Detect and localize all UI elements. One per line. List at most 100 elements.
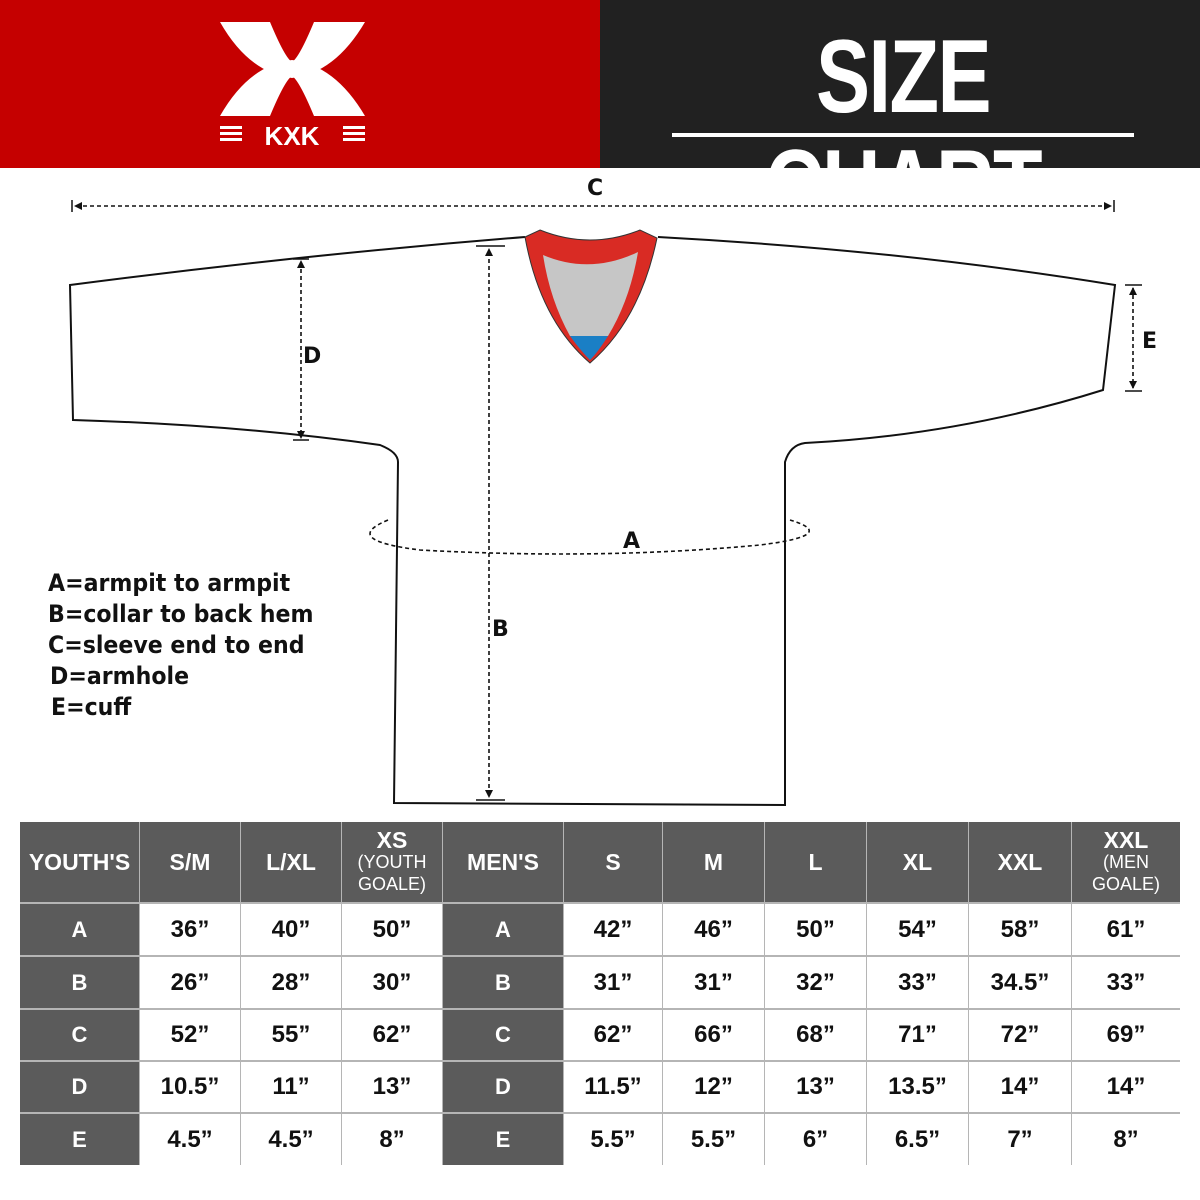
legend-item: D=armhole	[50, 662, 190, 690]
legend-item: A=armpit to armpit	[48, 569, 291, 597]
value-cell: 13”	[765, 1062, 866, 1112]
cell-text: 50”	[796, 915, 835, 943]
cell-text: 61”	[1106, 915, 1146, 943]
value-cell: 52”	[140, 1010, 240, 1060]
value-cell: 31”	[663, 957, 764, 1008]
row-label: E	[443, 1114, 563, 1165]
collar-inner	[543, 252, 638, 336]
cell-text: 52”	[170, 1021, 210, 1048]
kxk-logo: KXK	[220, 22, 365, 150]
size-name: M	[703, 848, 724, 875]
cell-text: 30”	[372, 968, 412, 996]
value-cell: 61”	[1072, 904, 1180, 955]
value-cell: 12”	[663, 1062, 764, 1112]
cell-text: 58”	[1000, 915, 1040, 943]
cell-text: 71”	[898, 1021, 937, 1048]
value-cell: 40”	[241, 904, 341, 955]
cell-text: B	[71, 969, 88, 995]
row-label: B	[20, 957, 139, 1008]
cell-text: 11.5”	[584, 1073, 642, 1100]
value-cell: 33”	[867, 957, 968, 1008]
cell-text: 68”	[796, 1021, 835, 1048]
row-label: C	[20, 1010, 139, 1060]
value-cell: 68”	[765, 1010, 866, 1060]
cell-text: 11”	[272, 1073, 310, 1100]
cell-text: 6.5”	[894, 1125, 941, 1153]
value-cell: 66”	[663, 1010, 764, 1060]
size-header: XXL	[969, 822, 1071, 902]
value-cell: 55”	[241, 1010, 341, 1060]
size-header: XS (YOUTH GOALE)	[342, 822, 442, 902]
value-cell: 5.5”	[564, 1114, 662, 1165]
value-cell: 62”	[342, 1010, 442, 1060]
cell-text: 33”	[1106, 968, 1146, 996]
value-cell: 4.5”	[140, 1114, 240, 1165]
value-cell: 4.5”	[241, 1114, 341, 1165]
value-cell: 13”	[342, 1062, 442, 1112]
jersey-diagram	[68, 200, 1142, 807]
label-a: A	[623, 529, 641, 554]
title-underline	[672, 133, 1134, 137]
cell-text: 69”	[1106, 1021, 1146, 1048]
legend-item: B=collar to back hem	[48, 600, 314, 628]
value-cell: 31”	[564, 957, 662, 1008]
size-name: L	[808, 848, 823, 875]
size-name: XXL	[997, 848, 1043, 875]
cell-text: 12”	[694, 1073, 733, 1100]
cell-text: 32”	[796, 968, 835, 996]
value-cell: 34.5”	[969, 957, 1071, 1008]
cell-text: 55”	[271, 1021, 311, 1048]
collar-tag	[570, 336, 608, 360]
value-cell: 50”	[765, 904, 866, 955]
size-name: S	[605, 848, 621, 875]
value-cell: 58”	[969, 904, 1071, 955]
cell-text: 14”	[1106, 1073, 1146, 1100]
row-label: B	[443, 957, 563, 1008]
value-cell: 8”	[1072, 1114, 1180, 1165]
cell-text: 46”	[694, 915, 733, 943]
value-cell: 32”	[765, 957, 866, 1008]
size-name: XS	[376, 826, 408, 853]
cell-text: 31”	[593, 968, 633, 996]
cell-text: 31”	[694, 968, 733, 996]
size-header: XL	[867, 822, 968, 902]
size-name: XXL	[1103, 826, 1149, 853]
cell-text: 8”	[1113, 1125, 1139, 1153]
value-cell: 13.5”	[867, 1062, 968, 1112]
value-cell: 14”	[969, 1062, 1071, 1112]
legend-item: E=cuff	[51, 693, 132, 721]
cell-text: YOUTH'S	[28, 848, 131, 875]
value-cell: 30”	[342, 957, 442, 1008]
value-cell: 6.5”	[867, 1114, 968, 1165]
jersey-outline	[68, 236, 1117, 807]
cell-text: B	[495, 969, 511, 995]
cell-text: 7”	[1007, 1125, 1033, 1153]
value-cell: 62”	[564, 1010, 662, 1060]
size-name: XL	[902, 848, 933, 875]
youth-header: YOUTH'S	[20, 822, 139, 902]
cell-text: 4.5”	[167, 1125, 213, 1153]
cell-text: 4.5”	[268, 1125, 314, 1153]
value-cell: 46”	[663, 904, 764, 955]
cell-text: 34.5”	[990, 968, 1050, 996]
cell-text: D	[71, 1074, 88, 1099]
size-note: (YOUTH GOALE)	[357, 851, 427, 894]
cell-text: 28”	[271, 968, 311, 996]
cell-text: 62”	[593, 1021, 633, 1048]
value-cell: 8”	[342, 1114, 442, 1165]
row-label: A	[443, 904, 563, 955]
row-label: D	[20, 1062, 139, 1112]
value-cell: 69”	[1072, 1010, 1180, 1060]
cell-text: E	[72, 1126, 87, 1152]
cell-text: 62”	[372, 1021, 412, 1048]
value-cell: 54”	[867, 904, 968, 955]
size-header: S	[564, 822, 662, 902]
page-title: SIZE CHART	[764, 19, 1043, 245]
value-cell: 72”	[969, 1010, 1071, 1060]
label-e: E	[1142, 329, 1158, 354]
value-cell: 11”	[241, 1062, 341, 1112]
cell-text: E	[495, 1126, 511, 1152]
value-cell: 10.5”	[140, 1062, 240, 1112]
value-cell: 7”	[969, 1114, 1071, 1165]
value-cell: 5.5”	[663, 1114, 764, 1165]
